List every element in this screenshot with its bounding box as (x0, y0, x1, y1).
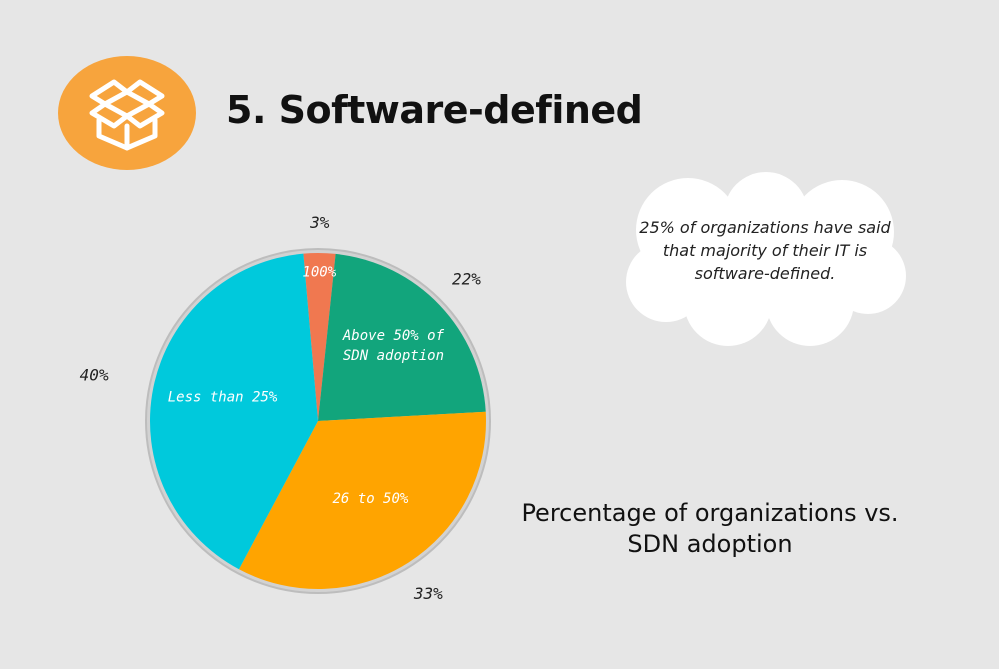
callout-text: 25% of organizations have said that majo… (639, 218, 891, 283)
slice-label: Above 50% of SDN adoption (342, 328, 445, 364)
slice-label: Less than 25% (168, 390, 278, 406)
slice-label: 26 to 50% (332, 491, 408, 507)
slice-value-label: 3% (309, 213, 330, 232)
slice-value-label: 40% (80, 365, 109, 384)
pie-slice (303, 253, 336, 421)
slice-value-label: 33% (413, 584, 443, 603)
pie-slice (238, 411, 486, 589)
callout-cloud (626, 172, 906, 346)
box-stack-icon (58, 56, 196, 170)
page-title: 5. Software-defined (226, 88, 643, 132)
pie-slice (150, 253, 318, 570)
slice-value-label: 22% (452, 270, 481, 289)
chart-title: Percentage of organizations vs. SDN adop… (521, 499, 899, 558)
pie-slice (318, 253, 486, 421)
slice-label: 100% (302, 265, 336, 281)
